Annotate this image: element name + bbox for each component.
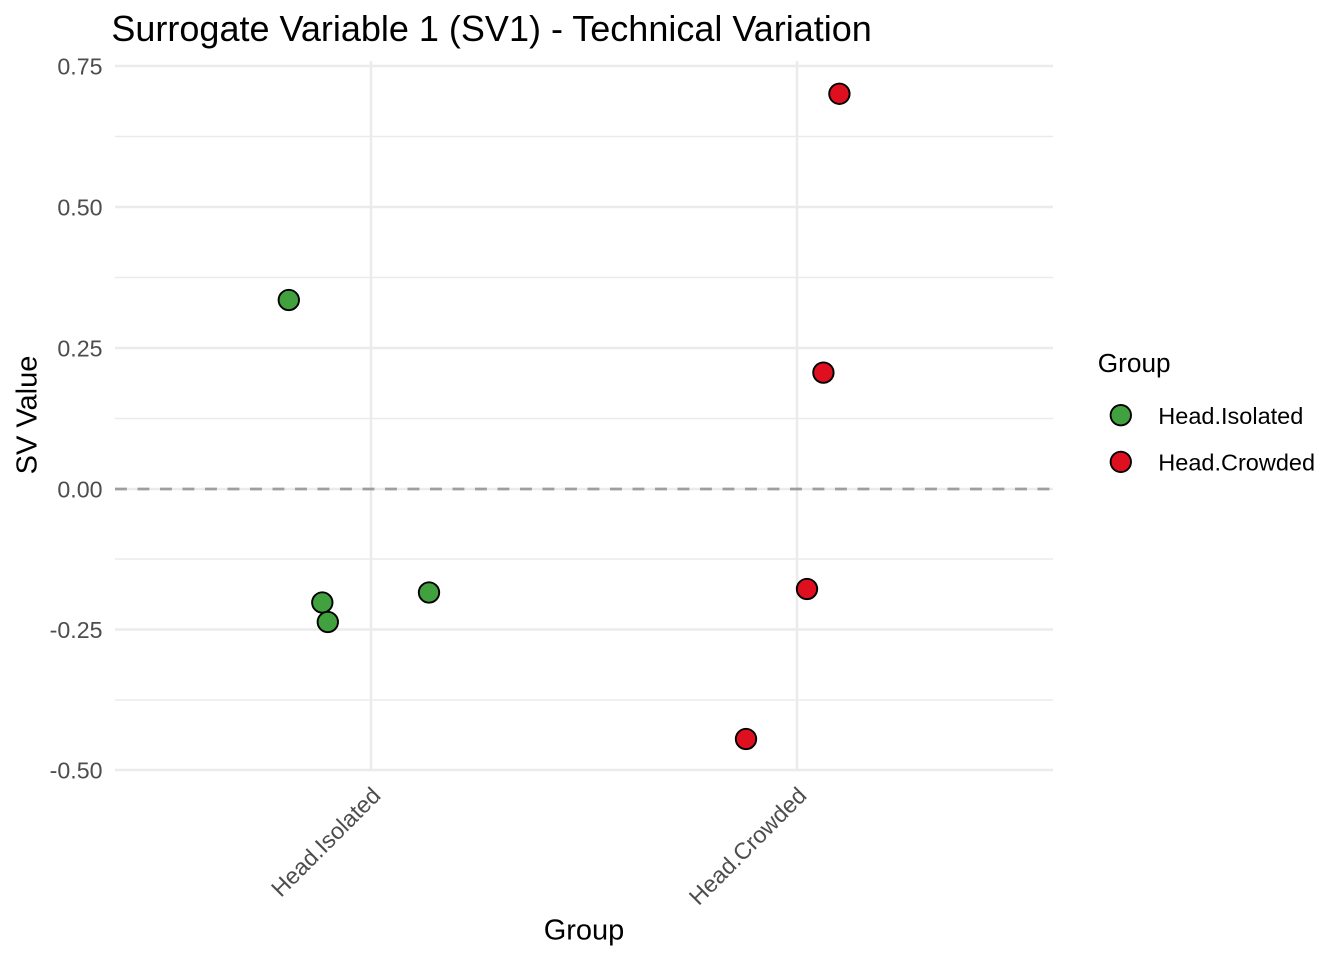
svg-text:Surrogate Variable 1 (SV1) - T: Surrogate Variable 1 (SV1) - Technical V… [111, 8, 871, 49]
svg-text:-0.25: -0.25 [50, 617, 103, 643]
svg-text:0.25: 0.25 [57, 336, 102, 362]
svg-text:Head.Isolated: Head.Isolated [1158, 403, 1303, 429]
svg-text:Group: Group [544, 914, 625, 946]
svg-text:Group: Group [1098, 348, 1171, 378]
svg-text:SV Value: SV Value [12, 356, 44, 475]
svg-text:0.75: 0.75 [57, 54, 102, 80]
svg-text:-0.50: -0.50 [50, 758, 103, 784]
svg-text:Head.Crowded: Head.Crowded [1158, 450, 1315, 476]
svg-text:0.00: 0.00 [57, 477, 102, 503]
svg-text:0.50: 0.50 [57, 195, 102, 221]
